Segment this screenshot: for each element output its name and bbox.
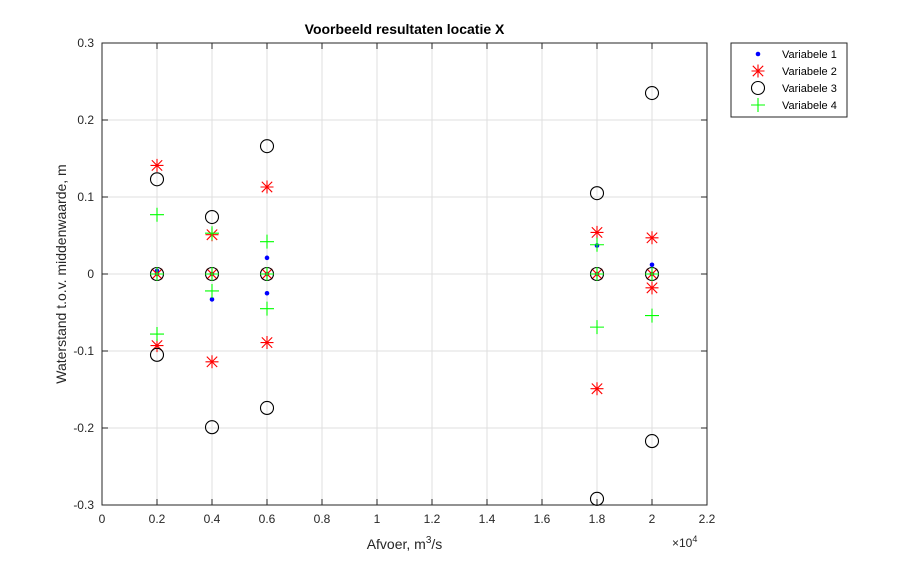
legend-box bbox=[730, 42, 848, 118]
data-point bbox=[590, 237, 604, 252]
data-point bbox=[150, 327, 164, 342]
legend-marker bbox=[750, 80, 766, 96]
data-point bbox=[150, 267, 164, 281]
data-point bbox=[590, 382, 604, 396]
data-point bbox=[149, 172, 165, 187]
y-tick-label: -0.3 bbox=[73, 498, 94, 512]
data-point bbox=[645, 267, 659, 281]
data-point bbox=[150, 207, 164, 222]
data-point bbox=[590, 267, 604, 281]
data-point bbox=[260, 180, 274, 194]
legend: Variabele 1 Variabele 2 Variabele 3 Variabe… bbox=[730, 42, 848, 118]
data-point bbox=[644, 434, 660, 449]
legend-entry: Variabele 3 bbox=[750, 80, 837, 96]
data-point bbox=[259, 400, 275, 416]
y-tick-label: 0.3 bbox=[77, 36, 94, 50]
data-point bbox=[645, 231, 659, 245]
legend-marker bbox=[751, 98, 765, 112]
y-tick-label: 0.1 bbox=[77, 190, 94, 204]
axis-ticks: 0 0.2 0.4 0.6 0.8 1 1.2 1.4 1.6 1.8 2 2.2 -0.3 -0.2 -0… bbox=[73, 36, 715, 526]
data-point bbox=[204, 209, 220, 225]
data-point bbox=[589, 491, 605, 506]
legend-label: Variabele 2 bbox=[782, 66, 837, 78]
legend-label: Variabele 1 bbox=[782, 49, 837, 61]
data-point bbox=[259, 139, 275, 154]
data-point bbox=[260, 234, 274, 249]
chart-title: Voorbeeld resultaten locatie X bbox=[305, 21, 505, 37]
x-tick-label: 2 bbox=[649, 512, 656, 526]
x-tick-label: 0.8 bbox=[314, 512, 331, 526]
data-point bbox=[260, 336, 274, 350]
data-markers bbox=[149, 86, 660, 506]
x-tick-label: 1 bbox=[374, 512, 381, 526]
data-point bbox=[149, 347, 165, 362]
series-4 bbox=[150, 207, 659, 342]
y-tick-label: 0.2 bbox=[77, 113, 94, 127]
legend-entry: Variabele 1 bbox=[755, 49, 837, 61]
data-point bbox=[205, 355, 219, 369]
legend-items: Variabele 1 Variabele 2 Variabele 3 Variabe… bbox=[750, 49, 837, 112]
legend-marker bbox=[755, 51, 761, 57]
data-point bbox=[264, 255, 270, 261]
y-axis-label: Waterstand t.o.v. middenwaarde, m bbox=[53, 164, 69, 383]
x-tick-label: 1.4 bbox=[479, 512, 496, 526]
data-point bbox=[589, 186, 605, 201]
data-point bbox=[209, 297, 215, 302]
data-point bbox=[590, 320, 604, 335]
x-axis-exponent-base: ×10 bbox=[672, 536, 693, 550]
legend-label: Variabele 3 bbox=[782, 83, 837, 95]
y-tick-label: 0 bbox=[87, 267, 94, 281]
x-axis-label-superscript: 3 bbox=[426, 535, 432, 546]
x-tick-label: 2.2 bbox=[699, 512, 716, 526]
x-tick-label: 1.6 bbox=[534, 512, 551, 526]
x-axis-exponent-power: 4 bbox=[692, 534, 697, 544]
y-tick-label: -0.2 bbox=[73, 421, 94, 435]
data-point bbox=[590, 225, 604, 239]
data-point bbox=[260, 301, 274, 316]
data-point bbox=[645, 281, 659, 295]
data-point bbox=[649, 262, 655, 268]
x-tick-label: 0 bbox=[99, 512, 106, 526]
data-point bbox=[204, 420, 220, 435]
x-tick-label: 0.2 bbox=[149, 512, 166, 526]
data-point bbox=[205, 283, 219, 298]
data-point bbox=[644, 86, 660, 101]
data-point bbox=[264, 290, 270, 296]
data-point bbox=[645, 308, 659, 323]
x-tick-label: 1.2 bbox=[424, 512, 441, 526]
data-point bbox=[150, 339, 164, 353]
x-tick-label: 0.4 bbox=[204, 512, 221, 526]
data-point bbox=[260, 267, 274, 281]
x-axis-label: Afvoer, m3/s bbox=[367, 535, 443, 552]
legend-marker bbox=[751, 64, 765, 78]
x-axis-label-main: Afvoer, m bbox=[367, 536, 426, 552]
data-point bbox=[150, 158, 164, 172]
legend-entry: Variabele 4 bbox=[751, 98, 837, 112]
data-point bbox=[205, 267, 219, 281]
y-tick-label: -0.1 bbox=[73, 344, 94, 358]
x-tick-label: 0.6 bbox=[259, 512, 276, 526]
data-point bbox=[205, 226, 219, 241]
x-axis-label-tail: /s bbox=[431, 536, 442, 552]
x-axis-exponent: ×104 bbox=[672, 534, 697, 550]
legend-label: Variabele 4 bbox=[782, 100, 837, 112]
x-tick-label: 1.8 bbox=[589, 512, 606, 526]
legend-entry: Variabele 2 bbox=[751, 64, 837, 78]
